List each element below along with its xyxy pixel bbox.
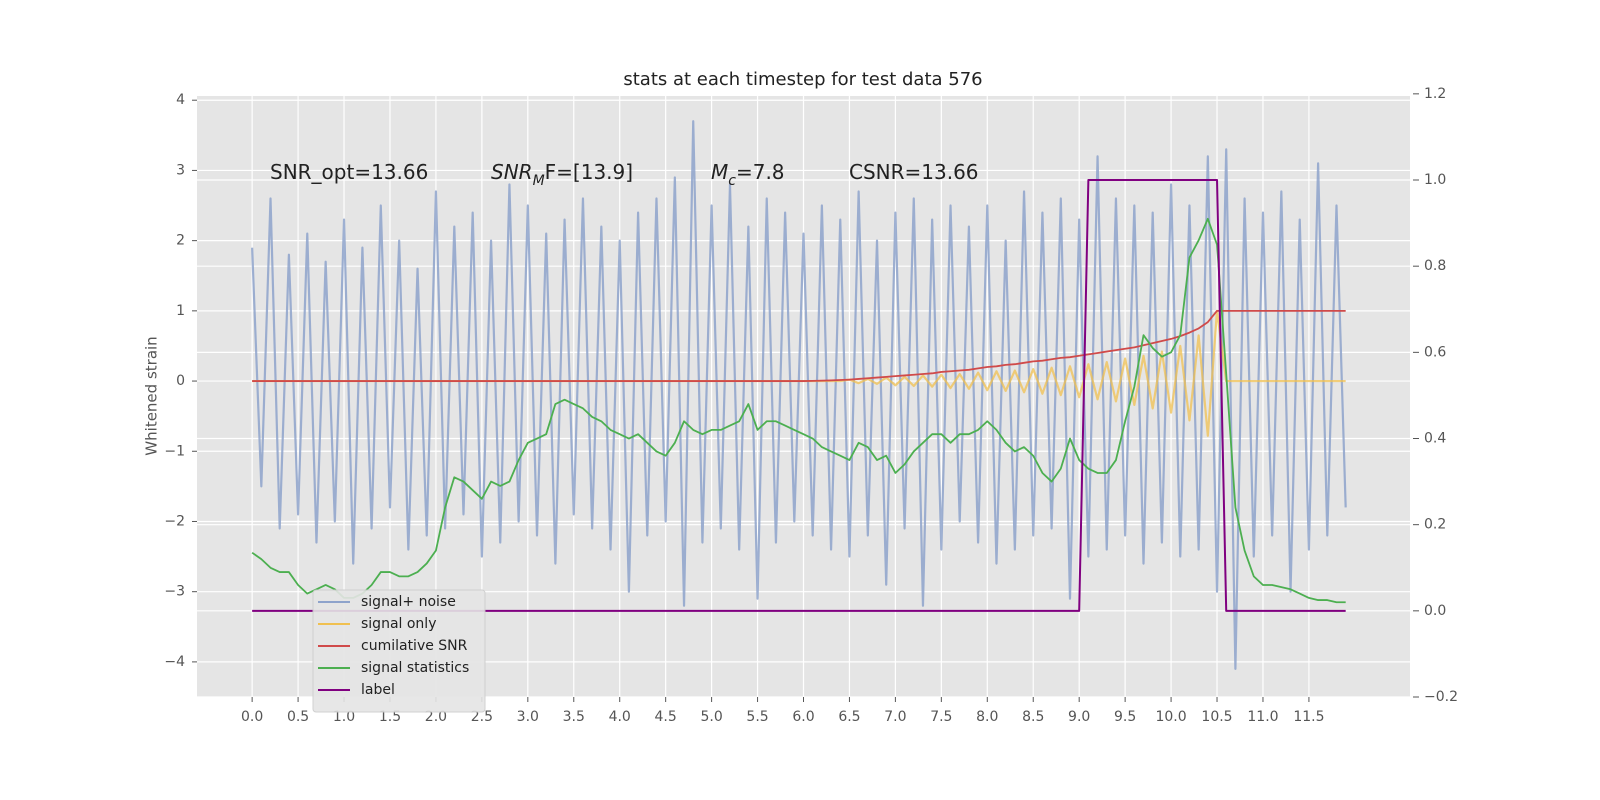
legend-label: signal+ noise (361, 594, 456, 610)
x-tick-label: 0.0 (241, 709, 263, 725)
y-tick-label: 4 (176, 92, 185, 108)
x-tick-label: 5.0 (700, 709, 722, 725)
x-tick-label: 1.5 (379, 709, 401, 725)
x-tick-label: 3.5 (563, 709, 585, 725)
x-tick-label: 4.0 (609, 709, 631, 725)
annotation-text: M (711, 160, 728, 184)
y2-tick-label: 0.2 (1424, 517, 1446, 533)
y2-tick-label: 1.0 (1424, 172, 1446, 188)
y-axis-label: Whitened strain (143, 336, 161, 455)
x-tick-label: 8.5 (1022, 709, 1044, 725)
x-tick-label: 11.5 (1293, 709, 1324, 725)
y-tick-label: 1 (176, 303, 185, 319)
y-tick-label: −2 (164, 513, 185, 529)
legend-label: signal only (361, 616, 436, 632)
y-tick-label: 3 (176, 162, 185, 178)
x-tick-label: 9.0 (1068, 709, 1090, 725)
y-tick-label: −3 (164, 584, 185, 600)
x-tick-label: 1.0 (333, 709, 355, 725)
x-tick-label: 5.5 (746, 709, 768, 725)
y2-tick-label: 0.4 (1424, 431, 1446, 447)
x-tick-label: 9.5 (1114, 709, 1136, 725)
annotation: Mc=7.8 (711, 160, 785, 190)
annotation-text: SNR (491, 160, 533, 184)
y2-tick-label: 1.2 (1424, 86, 1446, 102)
x-tick-label: 7.0 (884, 709, 906, 725)
legend-box (312, 589, 486, 713)
annotation: SNRMF=[13.9] (491, 160, 633, 190)
x-tick-label: 3.0 (517, 709, 539, 725)
chart-title: stats at each timestep for test data 576 (623, 69, 982, 90)
y-tick-label: −4 (164, 654, 185, 670)
x-tick-label: 8.0 (976, 709, 998, 725)
annotation: CSNR=13.66 (849, 160, 979, 184)
annotation-text: CSNR=13.66 (849, 160, 979, 184)
annotation-sub: M (533, 173, 545, 189)
y-tick-label: 2 (176, 233, 185, 249)
x-tick-label: 6.0 (792, 709, 814, 725)
series-line (251, 217, 1346, 604)
legend-label: cumilative SNR (361, 638, 468, 654)
x-tick-label: 6.5 (838, 709, 860, 725)
legend-label: signal statistics (361, 660, 469, 676)
y2-tick-label: 0.6 (1424, 344, 1446, 360)
annotation-tail: =7.8 (736, 160, 785, 184)
x-tick-label: 2.5 (471, 709, 493, 725)
x-tick-label: 10.0 (1155, 709, 1186, 725)
series-line (251, 120, 1347, 671)
annotation: SNR_opt=13.66 (270, 160, 428, 184)
annotation-tail: F=[13.9] (545, 160, 633, 184)
legend: signal+ noise signal only cumilative SNR si… (312, 589, 486, 713)
annotations: SNR_opt=13.66 SNRMF=[13.9] Mc=7.8 CSNR=13.6… (270, 160, 979, 190)
x-tick-label: 2.0 (425, 709, 447, 725)
x-tick-label: 4.5 (655, 709, 677, 725)
x-tick-label: 7.5 (930, 709, 952, 725)
y-tick-label: −1 (164, 443, 185, 459)
x-tick-label: 11.0 (1247, 709, 1278, 725)
y2-tick-label: 0.0 (1424, 603, 1446, 619)
y-tick-label: 0 (176, 373, 185, 389)
annotation-text: SNR_opt=13.66 (270, 160, 428, 184)
grid (197, 93, 1410, 698)
y2-tick-label: 0.8 (1424, 258, 1446, 274)
x-tick-label: 0.5 (287, 709, 309, 725)
annotation-sub: c (728, 173, 736, 189)
legend-label: label (361, 682, 395, 698)
x-tick-label: 10.5 (1201, 709, 1232, 725)
y2-tick-label: −0.2 (1424, 689, 1458, 705)
axes: 0.0 0.5 1.0 1.5 2.0 2.5 3.0 3.5 4.0 4.5 5.0 5.5 6.0 6… (164, 86, 1458, 725)
series-line (252, 309, 1346, 382)
